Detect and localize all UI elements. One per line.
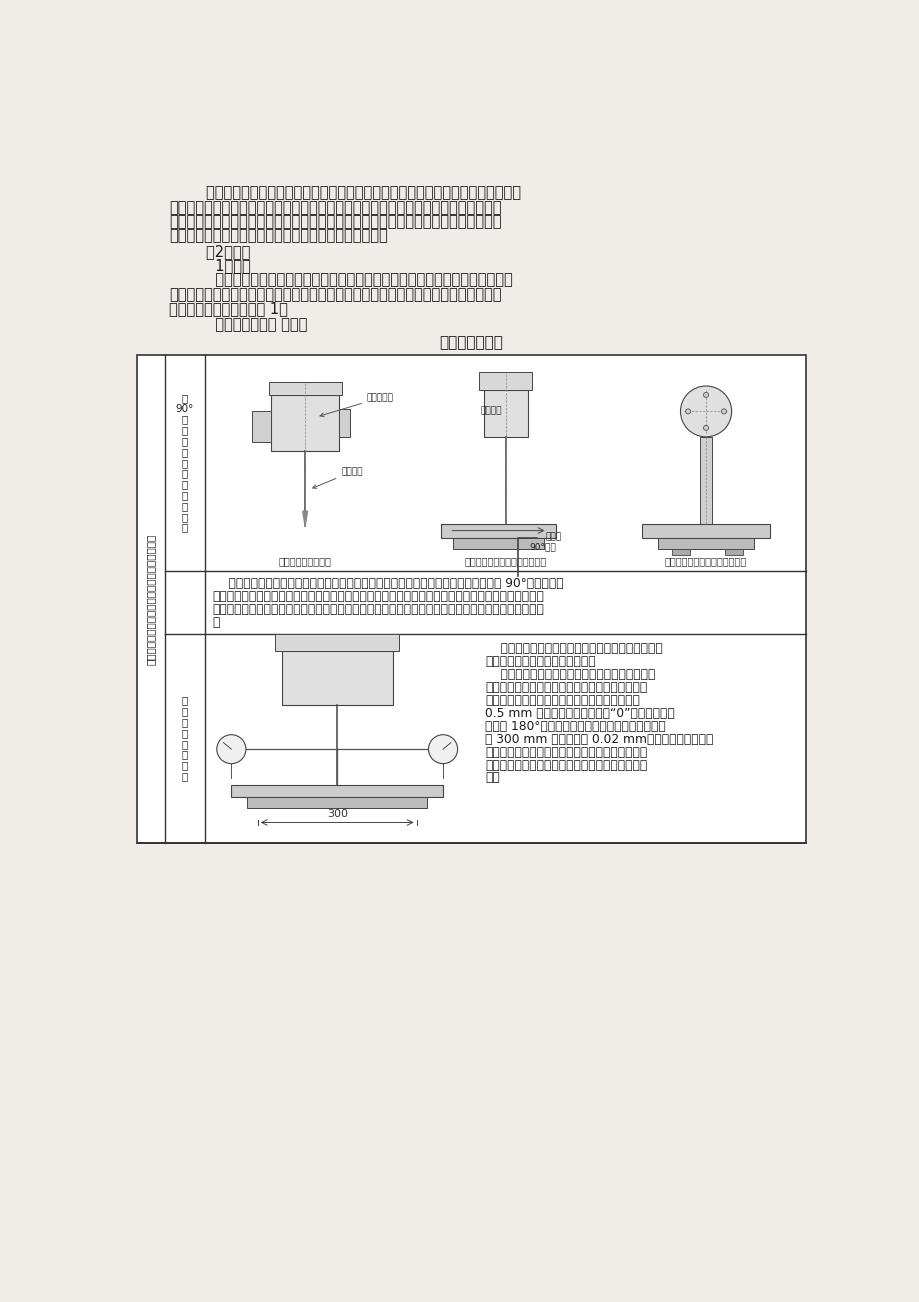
Bar — [452, 538, 544, 549]
Text: 工作台: 工作台 — [545, 533, 562, 542]
Text: 行: 行 — [212, 616, 220, 629]
Text: 轴向力朝向主轴，装刀时从挂架一端观察，使右旋钁刀按顺时针方向旋转切削，左旋钁: 轴向力朝向主轴，装刀时从挂架一端观察，使右旋钁刀按顺时针方向旋转切削，左旋钁 — [169, 214, 501, 229]
Text: 以使主轴转动灵活，断开主轴电源: 以使主轴转动灵活，断开主轴电源 — [485, 655, 596, 668]
Bar — [231, 785, 443, 797]
Circle shape — [428, 734, 457, 764]
Bar — [724, 549, 742, 555]
Bar — [252, 411, 271, 443]
Bar — [268, 383, 341, 395]
Text: 锥柄心轴: 锥柄心轴 — [312, 467, 362, 488]
Text: 1）端钁: 1）端钁 — [169, 258, 251, 273]
Polygon shape — [302, 512, 307, 526]
Text: 刀按逆时针方向切削即为所谓的正装；反之，则为反装。: 刀按逆时针方向切削即为所谓的正装；反之，则为反装。 — [169, 228, 388, 243]
Text: 立钁头主轴轴线与工作台进给方向垂直度的校正: 立钁头主轴轴线与工作台进给方向垂直度的校正 — [145, 534, 155, 664]
Bar — [479, 372, 531, 389]
Bar — [483, 389, 528, 437]
Text: 使百分表测量杆与工作台台面垂直。升起工作台，: 使百分表测量杆与工作台台面垂直。升起工作台， — [485, 681, 647, 694]
Text: 将心轴插入主轴锥孔: 将心轴插入主轴锥孔 — [278, 557, 331, 566]
Text: 用
90°
角
尺
和
锥
度
心
轴
进
行
校
正: 用 90° 角 尺 和 锥 度 心 轴 进 行 校 正 — [176, 393, 194, 533]
Bar — [137, 355, 805, 844]
Bar — [338, 409, 349, 436]
Bar — [281, 651, 392, 706]
Text: 床工作台台面垂直。如图 1。: 床工作台台面垂直。如图 1。 — [169, 301, 288, 316]
Text: 面，钁出的平面与钁床工作台台面平行；在卧式钁床上进行端钁平面，钁出的平面与钁: 面，钁出的平面与钁床工作台台面平行；在卧式钁床上进行端钁平面，钁出的平面与钁 — [169, 286, 501, 302]
Text: 证钁刀刀齿在切入工件时，前刀面朝向工件方能正常切削。为了使钁刀切削时所产生的: 证钁刀刀齿在切入工件时，前刀面朝向工件方能正常切削。为了使钁刀切削时所产生的 — [169, 199, 501, 215]
Text: 钁床主轴的校正 如下表: 钁床主轴的校正 如下表 — [169, 316, 307, 332]
Text: 与纵向进给方向垂直方向的检测: 与纵向进给方向垂直方向的检测 — [664, 557, 746, 566]
Text: 90°角尺: 90°角尺 — [529, 542, 556, 551]
Circle shape — [680, 385, 731, 437]
Text: 在 300 mm 范围内大于 0.02 mm，就需要对立钁头进: 在 300 mm 范围内大于 0.02 mm，就需要对立钁头进 — [485, 733, 713, 746]
Text: 用百分表校正立钁头时，先将主轴转速调至最高，: 用百分表校正立钁头时，先将主轴转速调至最高， — [485, 642, 663, 655]
Bar — [699, 437, 711, 523]
Text: 用
百
分
表
进
行
校
正: 用 百 分 表 进 行 校 正 — [181, 695, 187, 781]
Text: 端钁时，钁刀的旋转轴线与工件被加工表面相垂直。在立式钁床上进行端钁平: 端钁时，钁刀的旋转轴线与工件被加工表面相垂直。在立式钁床上进行端钁平 — [169, 272, 513, 288]
Text: 300: 300 — [326, 810, 347, 819]
Text: 贴在工作台台面上，用尺躯外射测量面靠向心轴圆柱表面，观察二者之间是否密合或上下间隙均匀，以: 贴在工作台台面上，用尺躯外射测量面靠向心轴圆柱表面，观察二者之间是否密合或上下间… — [212, 590, 544, 603]
Circle shape — [685, 409, 690, 414]
Text: 与纵向进给方向平行方向的检测: 与纵向进给方向平行方向的检测 — [464, 557, 546, 566]
Text: 使测量触头与工作台台面接触，并将测量杆压缩: 使测量触头与工作台台面接触，并将测量杆压缩 — [485, 694, 640, 707]
Text: 将角形表杆固定在立钁头主轴上。安装百分表，: 将角形表杆固定在立钁头主轴上。安装百分表， — [485, 668, 655, 681]
Bar — [247, 797, 426, 807]
Text: 0.5 mm 左右。将表的指针调至“0”位。然后板转: 0.5 mm 左右。将表的指针调至“0”位。然后板转 — [485, 707, 675, 720]
Circle shape — [720, 409, 726, 414]
Text: 敲击立钁头端部。校正完毕，将螺母紧固，并复检: 敲击立钁头端部。校正完毕，将螺母紧固，并复检 — [485, 759, 647, 772]
Bar — [672, 549, 689, 555]
Bar — [641, 523, 769, 538]
Bar — [441, 523, 555, 538]
Text: 选用与主轴锥孔相同锥度的锥柄心轴，擦净接合面后，轻轻将心轴插入主轴锥孔。将 90°角尺底底面: 选用与主轴锥孔相同锥度的锥柄心轴，擦净接合面后，轻轻将心轴插入主轴锥孔。将 90… — [212, 577, 562, 590]
Text: 一次: 一次 — [485, 772, 500, 785]
Circle shape — [703, 426, 708, 431]
Text: （2）端钁: （2）端钁 — [169, 243, 250, 259]
Text: 钁床主轴的校正: 钁床主轴的校正 — [439, 336, 503, 350]
Text: 立钁头 180°，观察百分表的读数，若表的读数差値: 立钁头 180°，观察百分表的读数，若表的读数差値 — [485, 720, 665, 733]
Text: 立钁头主轴: 立钁头主轴 — [320, 393, 393, 417]
Bar — [271, 395, 338, 450]
Text: 行校正。校正时，先松开立钁头紧固螺母，用木槌: 行校正。校正时，先松开立钁头紧固螺母，用木槌 — [485, 746, 647, 759]
Text: 圆柱钁刀有正、反装之分。无论钁刀旋向、装法如何，安装后主轴的旋转方向应保: 圆柱钁刀有正、反装之分。无论钁刀旋向、装法如何，安装后主轴的旋转方向应保 — [169, 185, 521, 201]
Text: 确定立钁头主轴轴线与工作台台面是否垂直。检测时，应在工作台进给方向的平行和垂直两个方向上进: 确定立钁头主轴轴线与工作台台面是否垂直。检测时，应在工作台进给方向的平行和垂直两… — [212, 603, 544, 616]
Circle shape — [217, 734, 245, 764]
Text: 锥柄心轴: 锥柄心轴 — [480, 406, 501, 415]
Bar — [657, 538, 754, 549]
Bar — [275, 634, 399, 651]
Circle shape — [703, 392, 708, 397]
